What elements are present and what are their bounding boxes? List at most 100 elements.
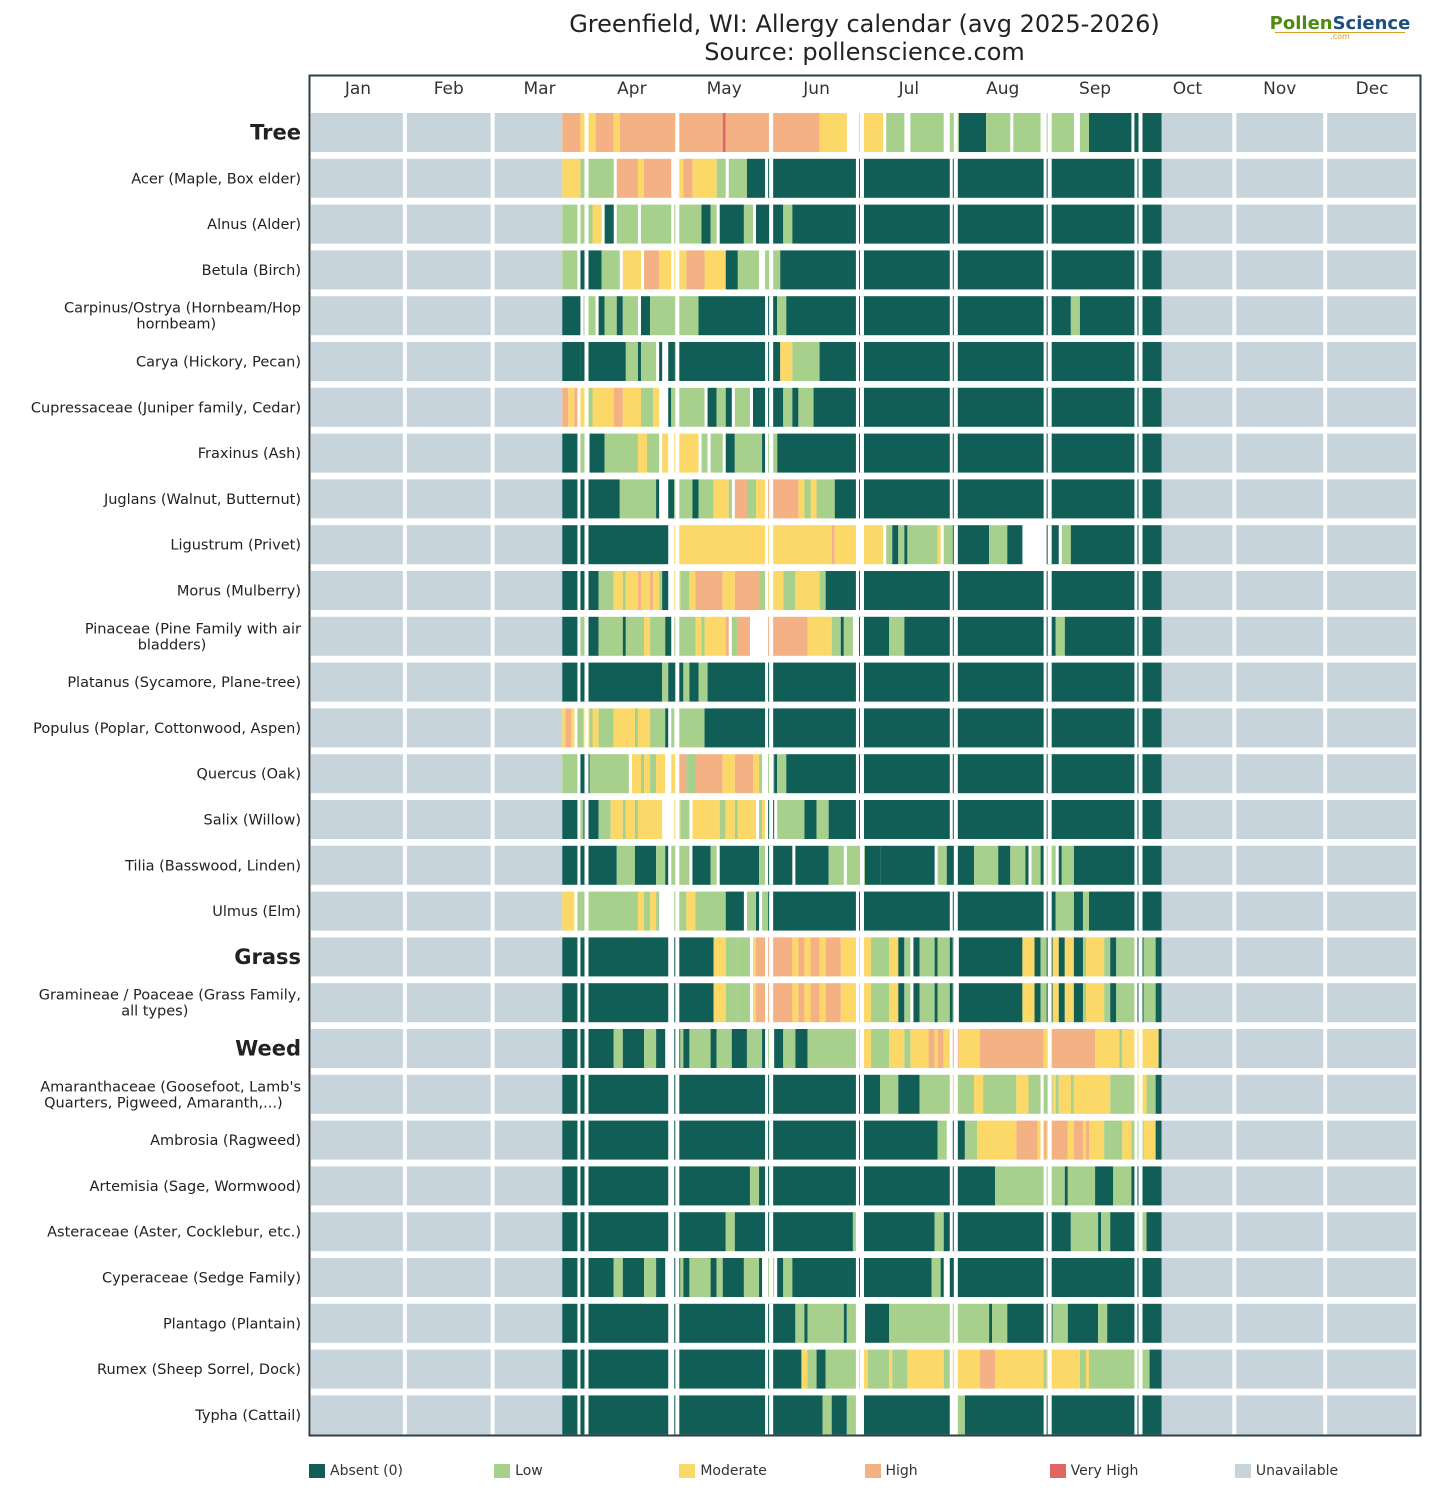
segment-moderate: [889, 983, 899, 1023]
segment-absent: [858, 1258, 932, 1297]
segment-low: [777, 296, 787, 336]
row-label: Pinaceae (Pine Family with air bladders): [85, 621, 301, 653]
segment-moderate: [795, 571, 820, 610]
month-divider: [1232, 1166, 1237, 1206]
segment-moderate: [1037, 1120, 1041, 1160]
month-divider: [402, 891, 407, 931]
segment-absent: [674, 342, 766, 381]
month-divider: [1047, 1029, 1052, 1068]
month-divider: [769, 662, 774, 702]
row-label: Salix (Willow): [204, 813, 302, 829]
segment-low: [759, 800, 763, 839]
row-label: Quercus (Oak): [196, 767, 301, 783]
month-divider: [953, 708, 958, 748]
segment-absent: [858, 1120, 938, 1160]
month-divider: [1232, 1395, 1237, 1435]
month-divider: [1138, 754, 1143, 794]
segment-low: [598, 708, 614, 748]
month-divider: [402, 983, 407, 1023]
month-divider: [1047, 891, 1052, 931]
segment-moderate: [622, 250, 641, 290]
legend-label: Moderate: [700, 1463, 767, 1479]
segment-low: [701, 616, 705, 656]
segment-low: [792, 342, 820, 381]
segment-unavailable: [311, 1303, 563, 1343]
logo-part1: Pollen: [1269, 13, 1333, 34]
segment-absent: [586, 616, 599, 656]
month-divider: [490, 113, 495, 152]
month-divider: [769, 250, 774, 290]
month-divider: [953, 113, 958, 152]
segment-low: [1055, 891, 1074, 931]
segment-high: [562, 387, 569, 427]
row-grass: Grass: [234, 937, 1416, 977]
segment-low: [701, 433, 708, 473]
segment-absent: [1155, 1074, 1162, 1114]
segment-moderate: [1067, 1120, 1074, 1160]
month-divider: [675, 571, 680, 610]
segment-high: [768, 113, 820, 152]
month-divider: [953, 158, 958, 198]
month-divider: [675, 662, 680, 702]
month-divider: [859, 754, 864, 794]
segment-absent: [792, 1258, 856, 1297]
segment-low: [640, 387, 654, 427]
segment-high: [683, 158, 693, 198]
row-carya-hickory-pecan: Carya (Hickory, Pecan): [136, 342, 1416, 381]
segment-low: [598, 571, 614, 610]
month-divider: [1047, 525, 1052, 565]
month-divider: [1047, 158, 1052, 198]
segment-low: [937, 1120, 947, 1160]
segment-absent: [656, 1029, 666, 1068]
month-divider: [1047, 937, 1052, 977]
segment-moderate: [889, 1029, 905, 1068]
month-divider: [675, 204, 680, 244]
month-divider: [953, 1029, 958, 1068]
month-divider: [1138, 433, 1143, 473]
month-divider: [1138, 571, 1143, 610]
segment-moderate: [1143, 1120, 1156, 1160]
segment-unavailable: [311, 342, 563, 381]
segment-low: [816, 479, 835, 519]
segment-absent: [998, 845, 1011, 885]
segment-absent: [952, 525, 990, 565]
segment-absent: [804, 1303, 808, 1343]
segment-moderate: [644, 616, 651, 656]
segment-absent: [562, 1166, 578, 1206]
month-divider: [675, 1166, 680, 1206]
month-divider: [1138, 1349, 1143, 1389]
segment-unavailable: [1161, 433, 1416, 473]
segment-absent: [580, 1349, 669, 1389]
segment-moderate: [1085, 937, 1105, 977]
segment-moderate: [1022, 937, 1035, 977]
segment-low: [686, 754, 696, 794]
month-divider: [769, 1395, 774, 1435]
segment-absent: [759, 1258, 763, 1297]
segment-moderate: [762, 800, 766, 839]
month-divider: [1232, 662, 1237, 702]
segment-moderate: [768, 525, 832, 565]
segment-low: [871, 1029, 890, 1068]
segment-absent: [804, 800, 817, 839]
segment-unavailable: [1161, 937, 1416, 977]
segment-moderate: [695, 616, 702, 656]
segment-absent: [622, 616, 626, 656]
segment-unavailable: [1161, 1395, 1416, 1435]
segment-low: [871, 937, 890, 977]
month-divider: [1232, 937, 1237, 977]
segment-absent: [659, 342, 663, 381]
month-divider: [675, 479, 680, 519]
segment-absent: [777, 1258, 784, 1297]
segment-unavailable: [311, 1029, 563, 1068]
month-divider: [584, 891, 589, 931]
row-label: Amaranthaceae (Goosefoot, Lamb's Quarters…: [40, 1079, 301, 1111]
month-divider: [1323, 1258, 1328, 1297]
segment-moderate: [804, 937, 811, 977]
segment-low: [619, 479, 657, 519]
segment-low: [904, 937, 911, 977]
month-divider: [1232, 158, 1237, 198]
month-divider: [402, 158, 407, 198]
month-divider: [402, 1120, 407, 1160]
month-divider: [584, 387, 589, 427]
segment-unavailable: [1161, 204, 1416, 244]
